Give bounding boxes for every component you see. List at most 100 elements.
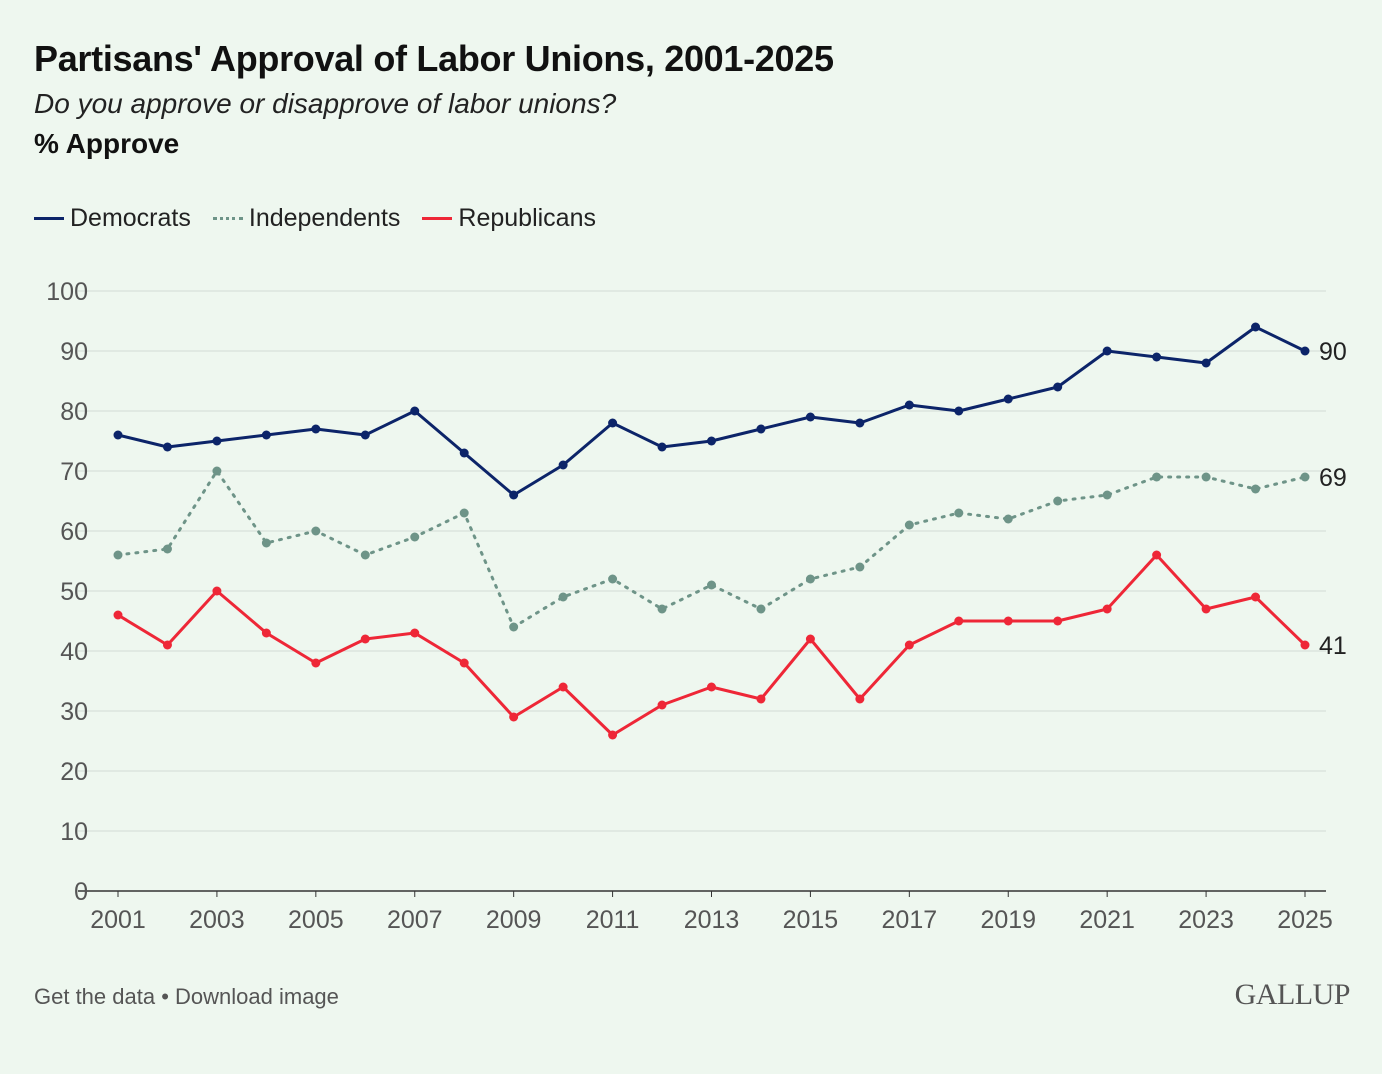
x-tick-label: 2015 bbox=[783, 906, 839, 934]
footer-separator: • bbox=[155, 984, 176, 1009]
x-tick-label: 2019 bbox=[980, 906, 1036, 934]
data-point bbox=[1201, 358, 1211, 368]
footer: Get the data • Download image bbox=[34, 984, 339, 1010]
data-point bbox=[410, 532, 420, 542]
data-point bbox=[1300, 640, 1310, 650]
data-point bbox=[212, 436, 222, 446]
legend-swatch-democrats bbox=[34, 217, 64, 220]
data-point bbox=[1300, 472, 1310, 482]
x-tick-label: 2007 bbox=[387, 906, 443, 934]
data-point bbox=[311, 658, 321, 668]
data-point bbox=[410, 628, 420, 638]
data-point bbox=[261, 430, 271, 440]
data-point bbox=[657, 442, 667, 452]
y-tick-label: 90 bbox=[60, 338, 88, 366]
data-point bbox=[1102, 490, 1112, 500]
data-point bbox=[311, 526, 321, 536]
data-point bbox=[904, 640, 914, 650]
data-point bbox=[162, 640, 172, 650]
data-point bbox=[954, 616, 964, 626]
y-measure-label: % Approve bbox=[34, 128, 180, 159]
data-point bbox=[855, 418, 865, 428]
x-tick-label: 2017 bbox=[882, 906, 938, 934]
end-label-independents: 69 bbox=[1319, 464, 1347, 492]
data-point bbox=[360, 634, 370, 644]
data-point bbox=[954, 406, 964, 416]
y-tick-label: 40 bbox=[60, 638, 88, 666]
data-point bbox=[707, 682, 716, 692]
data-point bbox=[113, 430, 123, 440]
y-tick-label: 100 bbox=[46, 278, 88, 306]
data-point bbox=[707, 580, 716, 590]
y-tick-label: 0 bbox=[74, 878, 88, 906]
data-point bbox=[311, 424, 321, 434]
download-image-link[interactable]: Download image bbox=[175, 984, 339, 1009]
data-point bbox=[509, 712, 519, 722]
x-tick-label: 2005 bbox=[288, 906, 344, 934]
data-point bbox=[805, 412, 815, 422]
data-point bbox=[657, 700, 667, 710]
legend-label: Republicans bbox=[458, 204, 596, 232]
data-point bbox=[360, 430, 370, 440]
data-point bbox=[509, 490, 519, 500]
data-point bbox=[360, 550, 370, 560]
data-point bbox=[608, 418, 618, 428]
data-point bbox=[1102, 604, 1112, 614]
data-point bbox=[1003, 394, 1013, 404]
data-point bbox=[608, 730, 618, 740]
end-label-republicans: 41 bbox=[1319, 632, 1347, 660]
y-tick-label: 60 bbox=[60, 518, 88, 546]
data-point bbox=[707, 436, 716, 446]
end-label-democrats: 90 bbox=[1319, 338, 1347, 366]
data-point bbox=[558, 592, 568, 602]
data-point bbox=[1251, 592, 1261, 602]
legend-label: Democrats bbox=[70, 204, 191, 232]
data-point bbox=[805, 634, 815, 644]
legend-item-democrats: Democrats bbox=[34, 204, 191, 233]
x-tick-label: 2023 bbox=[1178, 906, 1234, 934]
data-point bbox=[904, 400, 914, 410]
data-point bbox=[608, 574, 618, 584]
data-point bbox=[459, 508, 469, 518]
x-tick-label: 2001 bbox=[90, 906, 146, 934]
data-point bbox=[410, 406, 420, 416]
gallup-logo: GALLUP bbox=[1234, 978, 1351, 1011]
data-point bbox=[904, 520, 914, 530]
data-point bbox=[1152, 550, 1162, 560]
data-point bbox=[1251, 484, 1261, 494]
data-point bbox=[558, 682, 568, 692]
data-point bbox=[1003, 514, 1013, 524]
x-tick-label: 2013 bbox=[684, 906, 740, 934]
data-point bbox=[1053, 496, 1063, 506]
data-point bbox=[459, 658, 469, 668]
x-tick-label: 2009 bbox=[486, 906, 542, 934]
data-point bbox=[212, 466, 222, 476]
data-point bbox=[1201, 472, 1211, 482]
data-point bbox=[1102, 346, 1112, 356]
legend-item-independents: Independents bbox=[212, 204, 400, 233]
y-tick-label: 10 bbox=[60, 818, 88, 846]
data-point bbox=[1251, 322, 1261, 332]
series-line-independents bbox=[116, 469, 1307, 629]
data-point bbox=[1201, 604, 1211, 614]
data-point bbox=[657, 604, 667, 614]
y-tick-label: 50 bbox=[60, 578, 88, 606]
data-point bbox=[855, 562, 865, 572]
data-point bbox=[162, 442, 172, 452]
get-data-link[interactable]: Get the data bbox=[34, 984, 156, 1009]
legend-item-republicans: Republicans bbox=[422, 204, 596, 233]
data-point bbox=[1003, 616, 1013, 626]
data-point bbox=[756, 424, 766, 434]
data-point bbox=[113, 550, 123, 560]
data-point bbox=[113, 610, 123, 620]
chart-subtitle: Do you approve or disapprove of labor un… bbox=[34, 88, 617, 119]
legend-swatch-independents bbox=[212, 217, 243, 220]
y-tick-label: 20 bbox=[60, 758, 88, 786]
data-point bbox=[509, 622, 519, 632]
data-point bbox=[1053, 382, 1063, 392]
y-tick-label: 70 bbox=[60, 458, 88, 486]
x-tick-label: 2011 bbox=[586, 906, 640, 934]
legend: Democrats Independents Republicans bbox=[34, 204, 596, 233]
data-point bbox=[805, 574, 815, 584]
data-point bbox=[162, 544, 172, 554]
